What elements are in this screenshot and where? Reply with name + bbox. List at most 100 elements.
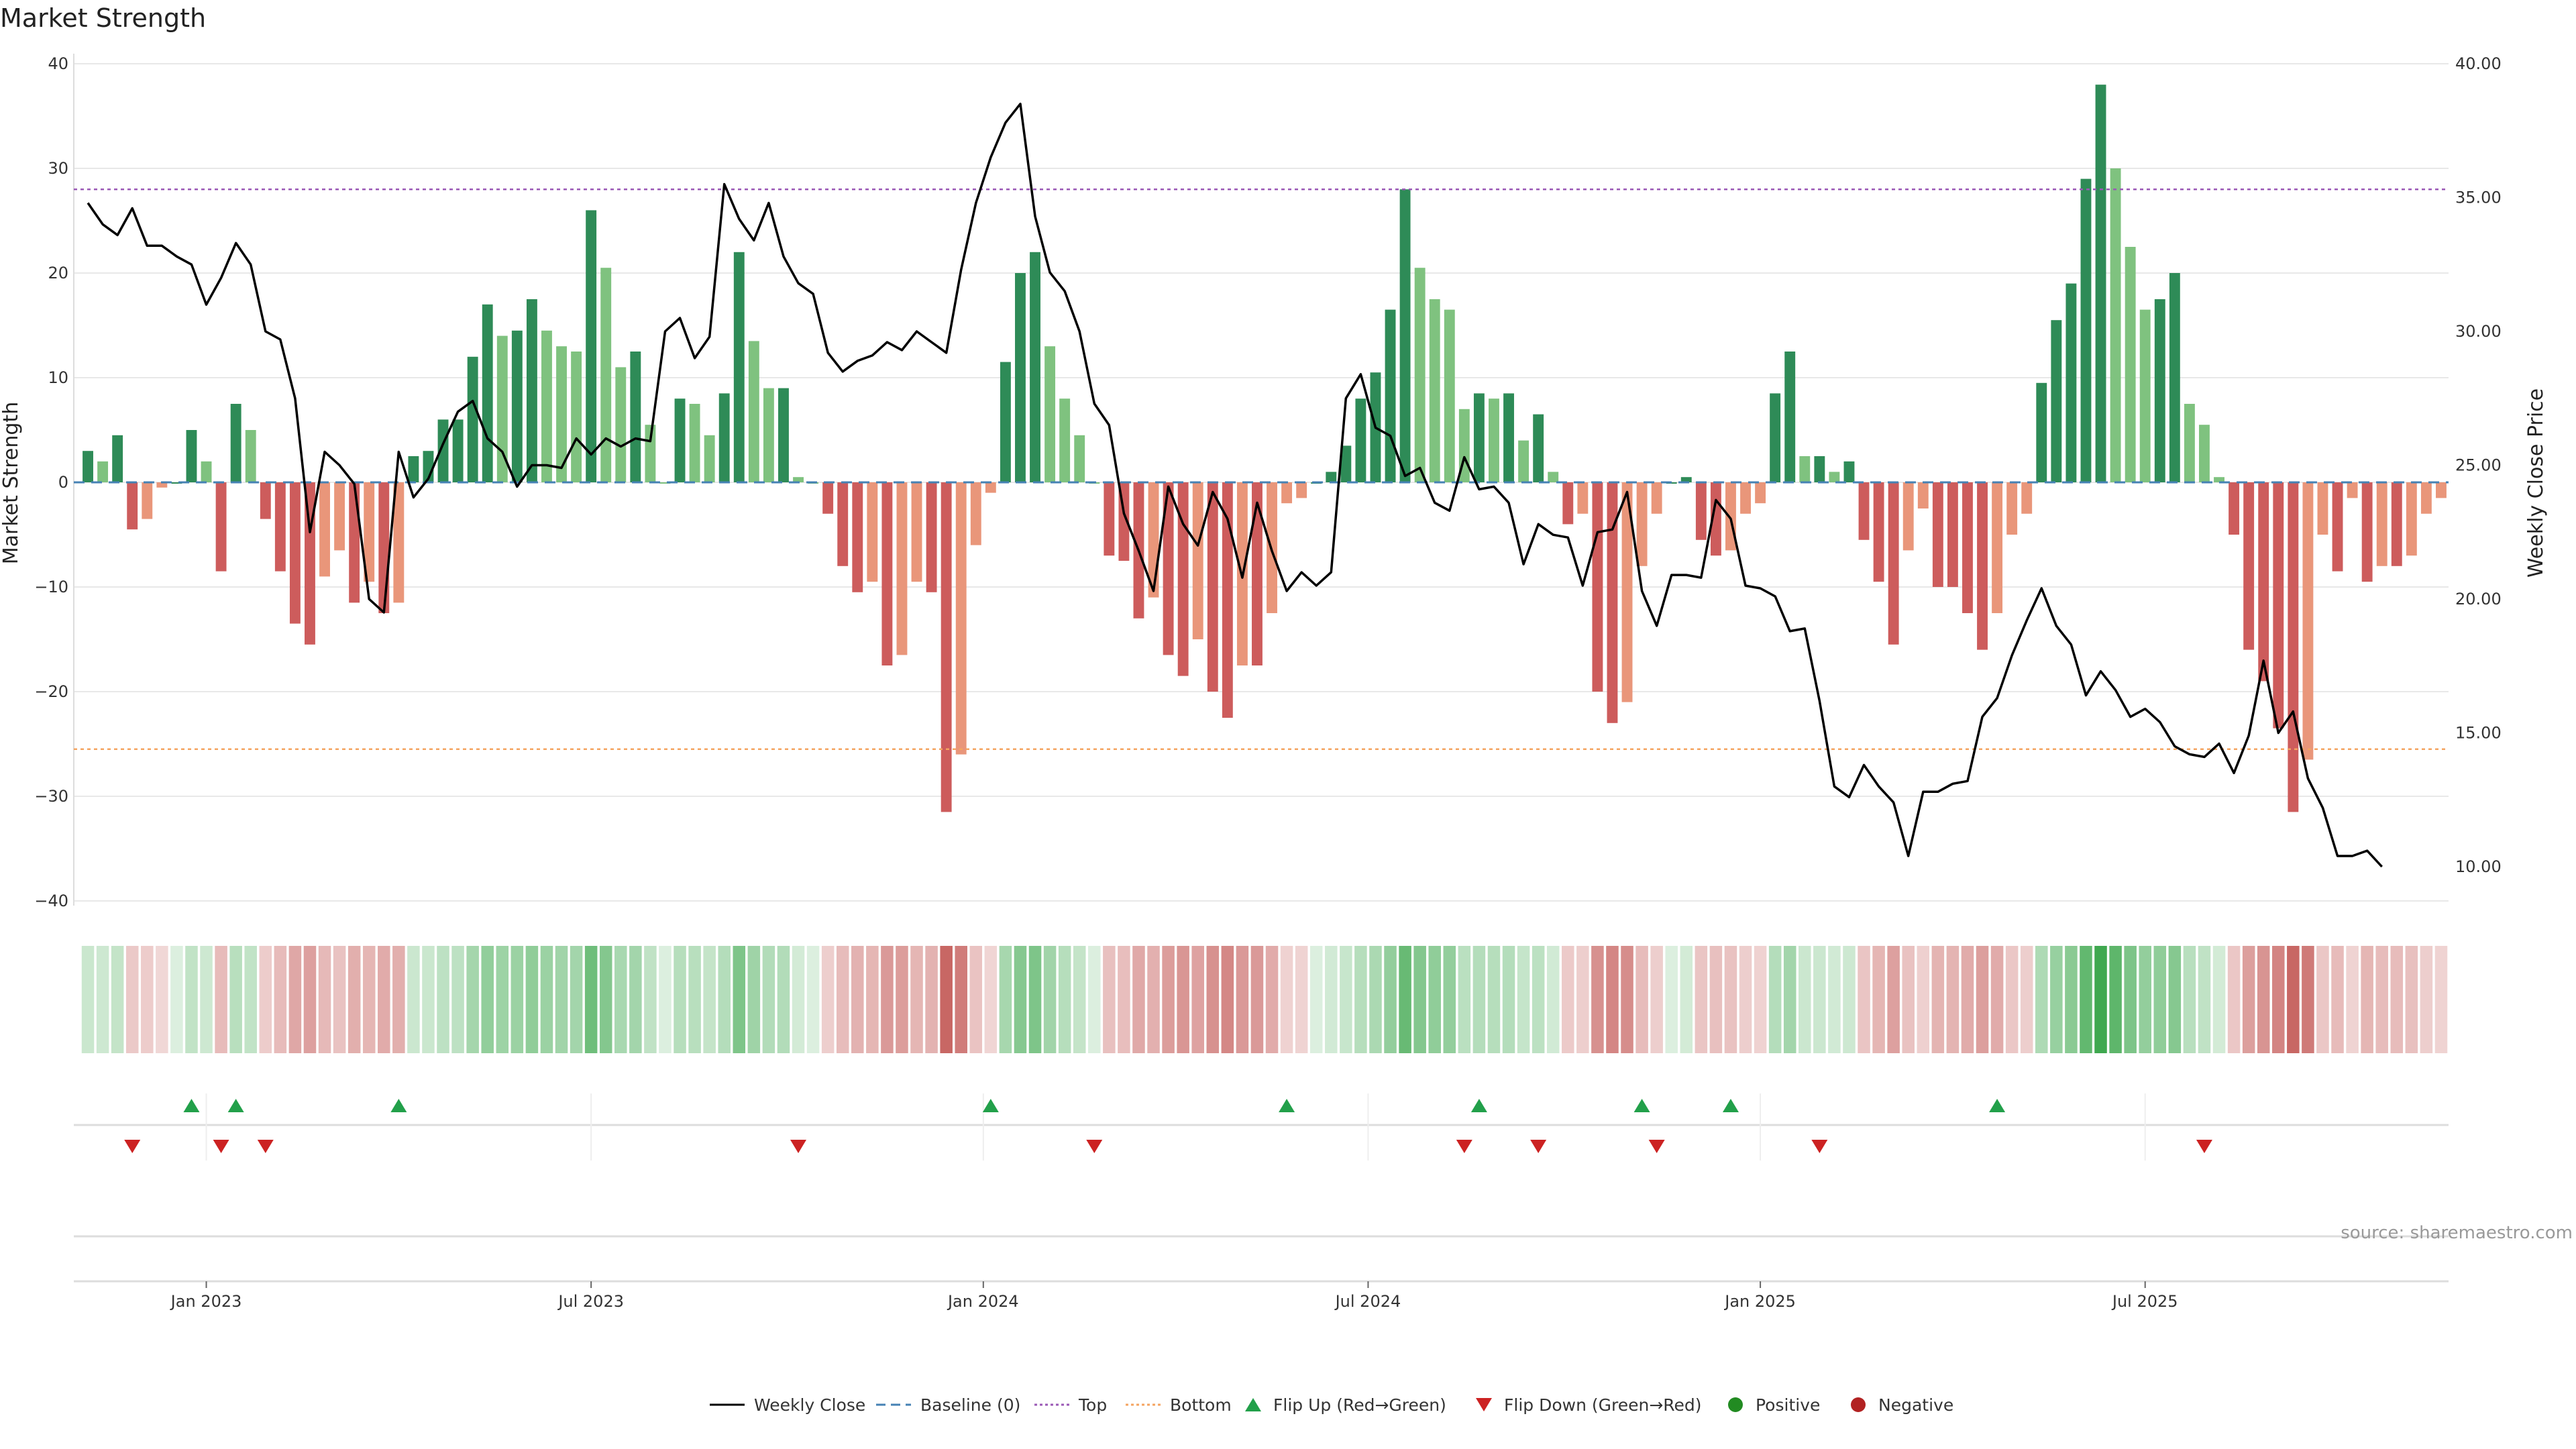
strength-bar [733,252,745,482]
heatmap-cell [1088,946,1101,1053]
heatmap-cell [584,946,598,1053]
heatmap-cell [229,946,242,1053]
heatmap-cell [1502,946,1515,1053]
strength-bar [1414,268,1426,482]
y-tick-label: −20 [34,682,68,701]
legend: Weekly Close Baseline (0) Top Bottom Flip Up… [710,1395,1953,1415]
strength-bar [2065,283,2077,482]
heatmap-cell [111,946,124,1053]
strength-bar [1192,482,1203,639]
y2-tick-label: 20.00 [2455,590,2502,608]
strength-bar [911,482,922,582]
strength-bar [1829,472,1840,482]
strength-bar [704,435,715,482]
heatmap-cell [1635,946,1648,1053]
heatmap-cell [1976,946,1989,1053]
legend-swatch [1476,1398,1492,1411]
heatmap-cell [303,946,317,1053]
heatmap-cell [2272,946,2285,1053]
strength-bar [2406,482,2417,556]
heatmap-cell [1399,946,1411,1053]
flip-up-marker [1633,1099,1650,1112]
strength-bar [408,456,419,482]
heatmap-cell [1354,946,1367,1053]
strength-bar [2006,482,2018,535]
flip-down-marker [1648,1140,1665,1153]
strength-bar [97,461,109,482]
strength-bar [793,477,804,482]
heatmap-cell [540,946,553,1053]
strength-bar [496,335,508,482]
heatmap-cell [1309,946,1323,1053]
strength-bar [2214,477,2224,482]
heatmap-cell [1162,946,1175,1053]
strength-bar [955,482,967,755]
y2-tick-label: 40.00 [2455,54,2502,73]
heatmap-cell [1724,946,1737,1053]
y2-tick-label: 35.00 [2455,189,2502,207]
heatmap-cell [1917,946,1930,1053]
heatmap-cell [2316,946,2329,1053]
heatmap-cell [1250,946,1264,1053]
flip-down-marker [124,1140,141,1153]
heatmap-cell [1103,946,1116,1053]
strength-bar [2302,482,2314,760]
flip-up-marker [390,1099,407,1112]
strength-bar [1888,482,1899,645]
strength-bar [1385,309,1396,482]
strength-bar [1562,482,1574,525]
strength-bar [763,388,774,482]
heatmap-cell [1946,946,1960,1053]
strength-bar [1636,482,1648,566]
legend-label: Bottom [1170,1395,1232,1415]
heatmap-cell [1961,946,1974,1053]
heatmap-cell [1739,946,1752,1053]
y2-axis-title: Weekly Close Price [2524,388,2548,578]
heatmap-cell [940,946,953,1053]
heatmap-cell [910,946,923,1053]
heatmap-cell [1118,946,1130,1053]
heatmap-cell [2420,946,2433,1053]
strength-bar [2021,482,2033,514]
strength-bar [837,482,849,566]
flip-up-marker [1279,1099,1295,1112]
heatmap-cell [2390,946,2404,1053]
flip-down-marker [790,1140,807,1153]
legend-label: Flip Up (Red→Green) [1273,1395,1446,1415]
strength-bar [2243,482,2255,650]
heatmap-cell [407,946,420,1053]
strength-bar [1607,482,1618,723]
y-tick-label: −40 [34,892,68,910]
strength-bar [526,299,537,482]
strength-bar [2273,482,2284,729]
heatmap-cell [347,946,361,1053]
strength-bar [112,435,123,482]
heatmap-cell [96,946,109,1053]
heatmap-cell [1990,946,2004,1053]
strength-bar [1784,352,1796,482]
heatmap-cell [1754,946,1767,1053]
strength-bar [867,482,878,582]
strength-bar [748,341,759,482]
strength-bar [926,482,937,592]
strength-bar [1755,482,1766,504]
y-axis-title: Market Strength [0,402,23,564]
y-tick-label: 0 [58,473,68,492]
heatmap-cell [1783,946,1796,1053]
heatmap-cell [599,946,612,1053]
strength-bar [1207,482,1218,692]
y-tick-label: −30 [34,787,68,806]
strength-bar [615,367,627,482]
strength-bar [1355,398,1366,482]
heatmap-cell [1680,946,1693,1053]
heatmap-cell [777,946,790,1053]
heatmap-cell [2257,946,2270,1053]
heatmap-cell [1428,946,1441,1053]
heatmap-cell [466,946,479,1053]
heatmap-cell [629,946,642,1053]
heatmap-cell [2065,946,2078,1053]
strength-bar [467,356,478,482]
heatmap-cell [2183,946,2196,1053]
flip-up-marker [183,1099,200,1112]
